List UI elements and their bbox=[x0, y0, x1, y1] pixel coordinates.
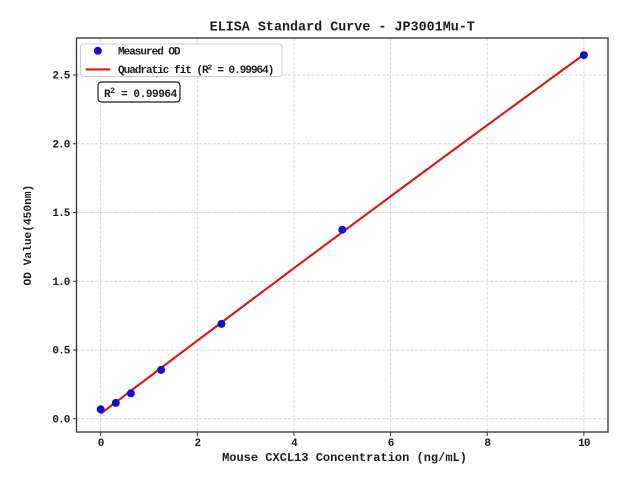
svg-text:0.0: 0.0 bbox=[52, 414, 69, 426]
svg-text:2.0: 2.0 bbox=[52, 139, 69, 151]
svg-text:Mouse CXCL13 Concentration (ng: Mouse CXCL13 Concentration (ng/mL) bbox=[222, 451, 467, 465]
svg-text:Quadratic fit (R2 = 0.99964): Quadratic fit (R2 = 0.99964) bbox=[118, 64, 273, 77]
svg-text:2.5: 2.5 bbox=[52, 71, 70, 83]
svg-text:1.5: 1.5 bbox=[52, 208, 70, 220]
svg-text:4: 4 bbox=[291, 438, 298, 450]
svg-text:OD Value(450nm): OD Value(450nm) bbox=[23, 185, 35, 286]
svg-text:Measured OD: Measured OD bbox=[118, 46, 181, 58]
svg-text:8: 8 bbox=[484, 438, 491, 450]
svg-text:2: 2 bbox=[194, 438, 200, 450]
svg-text:1.0: 1.0 bbox=[52, 277, 69, 289]
svg-text:R2 = 0.99964: R2 = 0.99964 bbox=[104, 87, 178, 101]
svg-text:0.5: 0.5 bbox=[52, 346, 70, 358]
svg-text:10: 10 bbox=[578, 438, 590, 450]
svg-text:6: 6 bbox=[388, 438, 394, 450]
svg-text:ELISA Standard Curve - JP3001M: ELISA Standard Curve - JP3001Mu-T bbox=[210, 21, 475, 36]
svg-text:0: 0 bbox=[98, 438, 104, 450]
